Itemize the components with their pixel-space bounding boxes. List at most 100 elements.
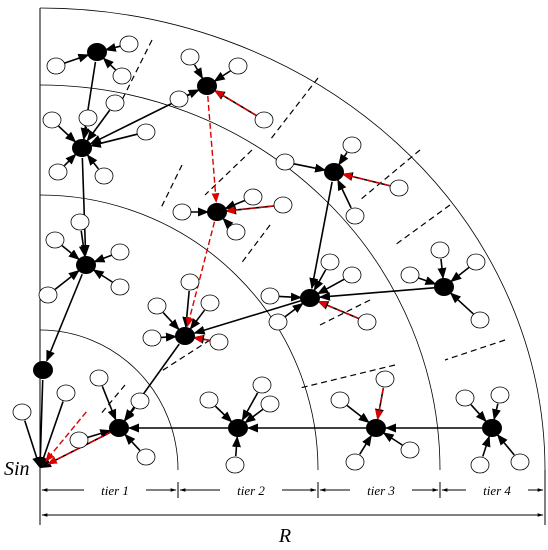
link <box>214 405 233 423</box>
member-node <box>69 431 89 449</box>
link <box>193 64 204 80</box>
member-node <box>147 297 167 315</box>
link <box>278 292 303 302</box>
member-node <box>225 456 245 474</box>
tier-label: tier 4 <box>483 483 511 498</box>
link <box>80 61 97 140</box>
member-node <box>342 136 362 154</box>
link <box>101 386 117 421</box>
cluster-head <box>324 163 344 181</box>
member-node <box>200 294 220 312</box>
cluster-head <box>366 419 386 437</box>
link <box>39 401 64 469</box>
tier-label: tier 1 <box>101 483 129 498</box>
failed-link <box>45 411 87 462</box>
member-node <box>38 286 58 304</box>
sink-label: Sin <box>4 458 30 480</box>
member-node <box>345 453 365 471</box>
link <box>92 269 113 283</box>
cluster-head <box>76 256 96 274</box>
member-node <box>260 395 280 413</box>
arc <box>39 7 546 471</box>
member-node <box>94 167 114 185</box>
member-node <box>45 231 65 249</box>
link <box>80 157 90 257</box>
link <box>64 53 90 64</box>
cluster-head <box>434 278 454 296</box>
link <box>46 273 83 362</box>
link <box>35 379 45 469</box>
member-node <box>268 313 288 331</box>
link <box>284 302 304 318</box>
link <box>437 258 447 280</box>
failed-link <box>213 90 257 116</box>
member-node <box>180 48 200 66</box>
tier-arcs <box>39 7 546 525</box>
member-node <box>105 94 125 112</box>
arc <box>39 329 179 471</box>
member-node <box>357 313 377 331</box>
member-node <box>136 448 156 466</box>
member-node <box>490 386 510 404</box>
member-node <box>89 369 109 387</box>
cluster-head <box>207 203 227 221</box>
link <box>87 429 112 439</box>
failed-link <box>375 387 385 421</box>
link <box>124 343 180 421</box>
link <box>58 125 77 143</box>
link <box>481 435 491 457</box>
link <box>104 43 121 52</box>
link <box>470 404 487 423</box>
link <box>63 153 77 167</box>
link <box>241 392 259 422</box>
arc <box>39 194 319 471</box>
member-node <box>136 123 156 141</box>
cluster-head <box>33 361 53 379</box>
member-node <box>70 213 90 231</box>
link <box>338 152 349 166</box>
link <box>213 70 231 82</box>
member-node <box>180 273 200 291</box>
tier-label: tier 3 <box>367 483 395 498</box>
cluster-head <box>109 419 129 437</box>
member-node <box>470 456 490 474</box>
link <box>316 278 345 295</box>
link <box>224 199 245 210</box>
member-node <box>342 266 362 284</box>
member-node <box>375 370 395 388</box>
member-node <box>46 57 66 75</box>
member-node <box>110 243 130 261</box>
link <box>86 154 100 170</box>
link <box>244 408 264 424</box>
member-node <box>169 90 189 108</box>
member-node <box>275 153 295 171</box>
cluster-head <box>87 43 107 61</box>
member-node <box>56 384 76 402</box>
link <box>189 309 206 330</box>
failed-link <box>192 335 211 343</box>
link <box>309 181 333 290</box>
member-node <box>48 163 68 181</box>
link <box>497 434 515 456</box>
link <box>54 269 80 291</box>
member-node <box>78 109 98 127</box>
member-node <box>430 241 450 259</box>
link <box>450 266 470 283</box>
link <box>449 292 474 315</box>
range-label: R <box>278 525 291 547</box>
member-node <box>273 196 293 214</box>
link <box>102 57 117 71</box>
link <box>293 163 327 173</box>
link <box>492 403 501 421</box>
member-node <box>199 391 219 409</box>
member-node <box>172 203 192 221</box>
member-node <box>112 67 132 85</box>
member-node <box>130 392 150 410</box>
cluster-head <box>300 289 320 307</box>
failed-link <box>207 95 220 204</box>
member-node <box>12 403 32 421</box>
failed-link <box>317 300 359 320</box>
link <box>160 332 178 342</box>
link <box>124 433 141 451</box>
member-node <box>466 253 486 271</box>
